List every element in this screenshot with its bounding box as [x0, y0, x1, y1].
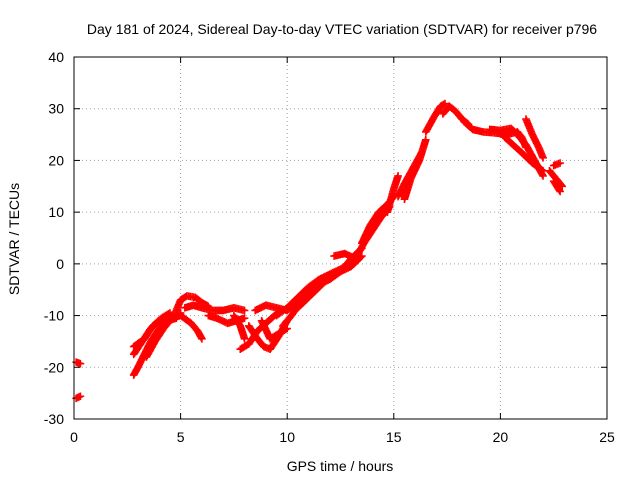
x-tick-label: 20 [493, 429, 509, 445]
x-tick-label: 5 [177, 429, 185, 445]
y-tick-label: 10 [48, 204, 64, 220]
data-point [556, 187, 564, 196]
grid-lines [74, 57, 607, 419]
x-axis-label: GPS time / hours [287, 458, 394, 474]
y-tick-label: -30 [44, 411, 64, 427]
x-tick-label: 0 [70, 429, 78, 445]
data-point [556, 159, 564, 167]
y-tick-label: 30 [48, 101, 64, 117]
chart-title: Day 181 of 2024, Sidereal Day-to-day VTE… [87, 21, 597, 37]
x-tick-label: 10 [279, 429, 295, 445]
y-tick-label: -10 [44, 308, 64, 324]
data-point [539, 154, 547, 162]
y-tick-labels: -30 -20 -10 0 10 20 30 40 [44, 49, 64, 427]
data-point [76, 392, 85, 401]
axis-ticks [73, 56, 608, 420]
data-point [240, 314, 249, 322]
y-tick-label: -20 [44, 359, 64, 375]
y-tick-label: 0 [56, 256, 64, 272]
data-point [240, 335, 249, 343]
data-point [394, 172, 402, 180]
plot-frame [73, 56, 608, 420]
data-point [283, 324, 291, 333]
data-point [198, 335, 206, 343]
x-tick-labels: 0 5 10 15 20 25 [70, 429, 615, 445]
data-point [539, 166, 547, 175]
data-point [441, 99, 449, 108]
data-point [421, 135, 430, 144]
x-tick-label: 15 [386, 429, 402, 445]
data-point [240, 306, 249, 315]
y-tick-label: 20 [48, 152, 64, 168]
y-tick-label: 40 [48, 49, 64, 65]
data-point [76, 359, 85, 368]
data-point [166, 309, 174, 317]
y-axis-label: SDTVAR / TECUs [6, 183, 22, 295]
x-tick-label: 25 [599, 429, 615, 445]
data-points [72, 99, 567, 403]
